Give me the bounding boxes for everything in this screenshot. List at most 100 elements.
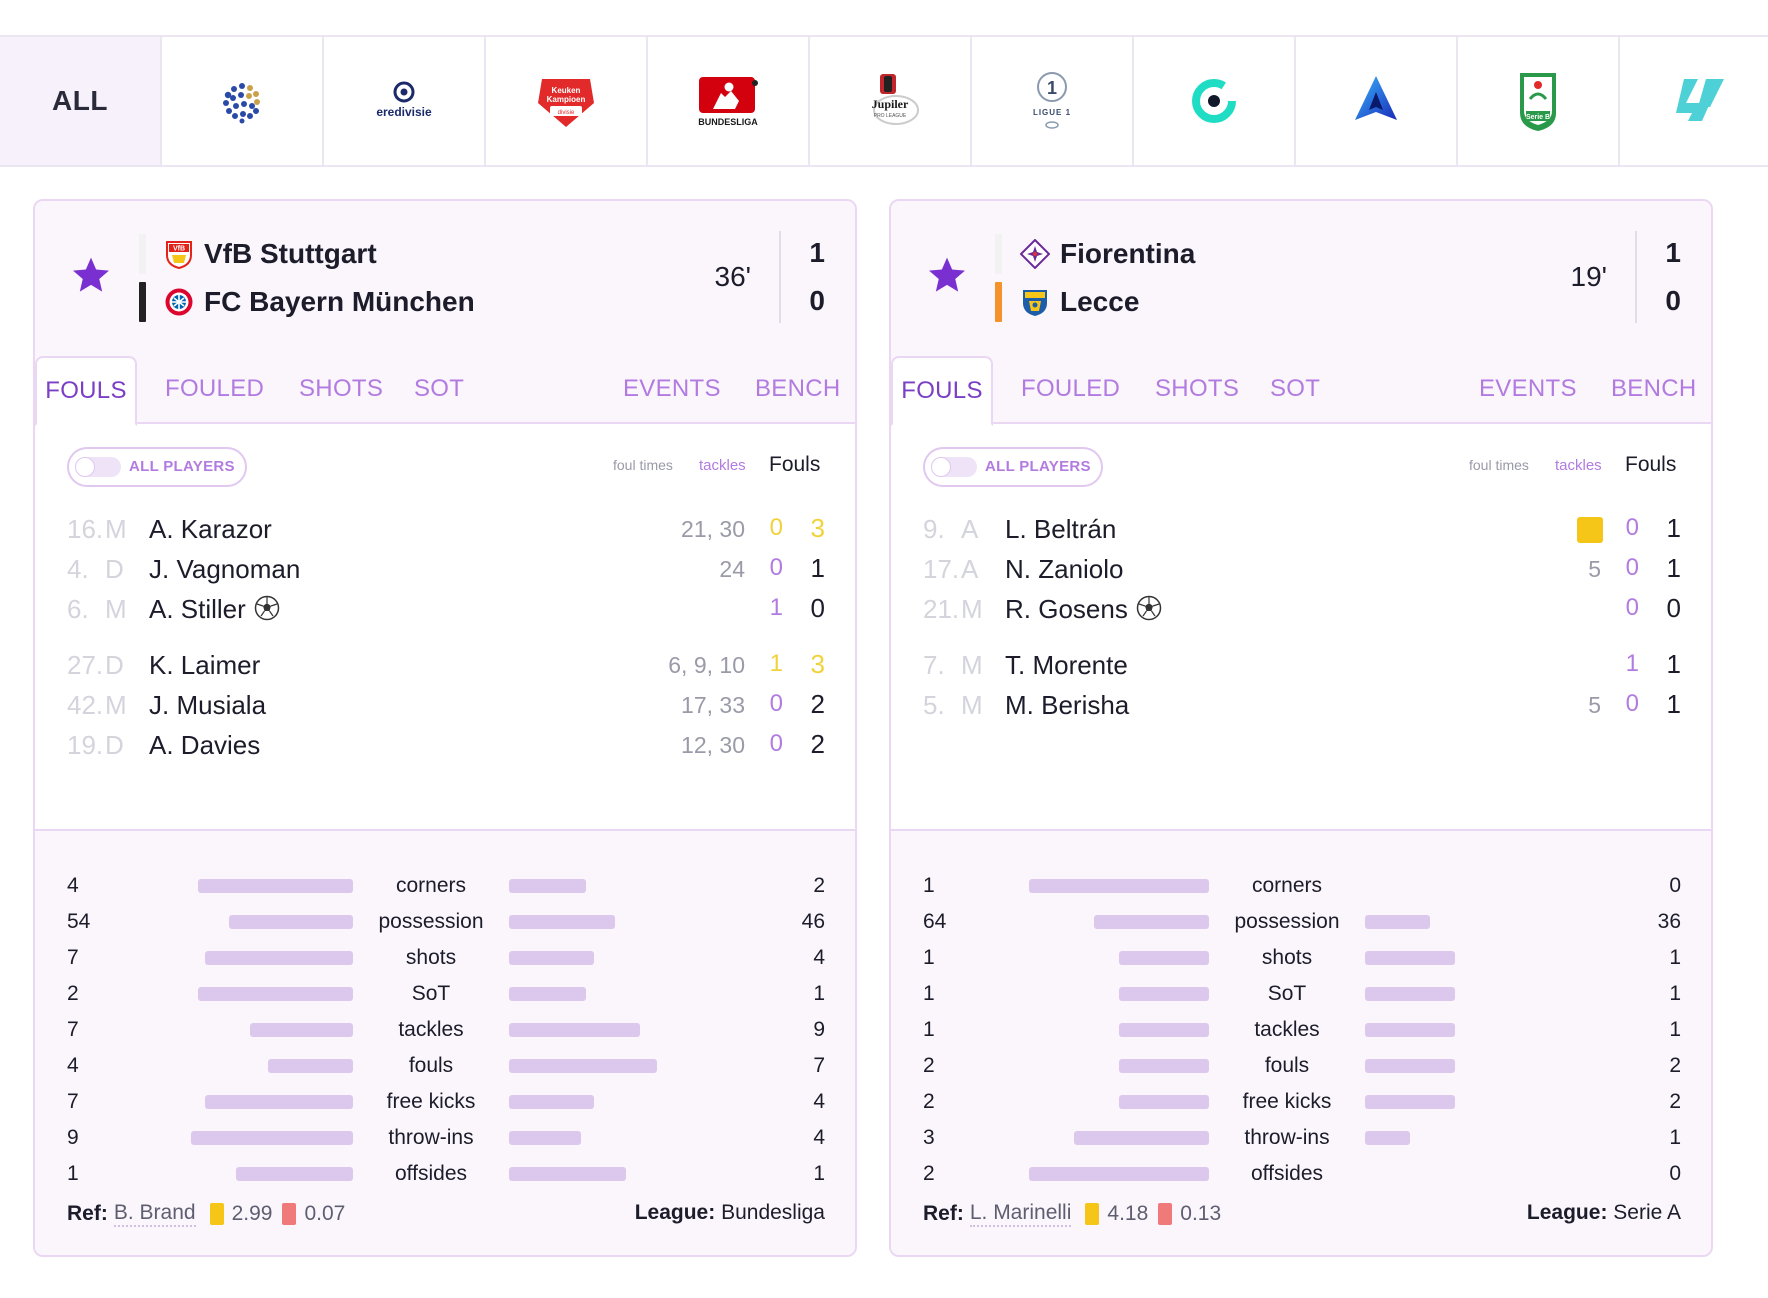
home-team[interactable]: VfB VfB Stuttgart <box>139 234 377 274</box>
player-row[interactable]: 7. M T. Morente 1 1 <box>891 644 1711 684</box>
league-name: Bundesliga <box>721 1201 825 1224</box>
tab-sot[interactable]: SOT <box>1270 375 1321 402</box>
league-filter-ligue1[interactable]: 1 LIGUE 1 <box>972 37 1134 165</box>
league-filter-serie-b[interactable]: Serie B <box>1458 37 1620 165</box>
stat-home-value: 1 <box>67 1162 79 1185</box>
stat-row: 1 offsides 1 <box>35 1159 855 1189</box>
tab-shots[interactable]: SHOTS <box>299 375 384 402</box>
league-filter-keuken-kampioen[interactable]: Keuken Kampioen divisie <box>486 37 648 165</box>
stat-home-bar <box>198 987 353 1001</box>
player-row[interactable]: 17. A N. Zaniolo 5 0 1 <box>891 548 1711 588</box>
league-name: Serie A <box>1613 1201 1681 1224</box>
stat-row: 2 free kicks 2 <box>891 1087 1711 1117</box>
stat-away-value: 7 <box>813 1054 825 1077</box>
stat-row: 64 possession 36 <box>891 907 1711 937</box>
player-row[interactable]: 5. M M. Berisha 5 0 1 <box>891 684 1711 724</box>
tab-shots[interactable]: SHOTS <box>1155 375 1240 402</box>
tab-sot[interactable]: SOT <box>414 375 465 402</box>
match-header: VfB VfB Stuttgart FC Bayern München 36' … <box>35 201 855 356</box>
tab-fouls[interactable]: FOULS <box>891 356 993 426</box>
player-row[interactable]: 42. M J. Musiala 17, 33 0 2 <box>35 684 855 724</box>
player-row[interactable]: 16. M A. Karazor 21, 30 0 3 <box>35 508 855 548</box>
away-team[interactable]: FC Bayern München <box>139 282 475 322</box>
stat-label: possession <box>378 910 484 933</box>
col-header-tackles[interactable]: tackles <box>1555 457 1602 474</box>
stat-home-value: 1 <box>923 982 935 1005</box>
tab-fouls[interactable]: FOULS <box>35 356 137 426</box>
stat-away-value: 2 <box>1669 1054 1681 1077</box>
referee-name[interactable]: B. Brand <box>113 1201 196 1227</box>
stat-row: 54 possession 46 <box>35 907 855 937</box>
stat-home-bar <box>268 1059 353 1073</box>
tab-fouled[interactable]: FOULED <box>1021 375 1121 402</box>
tab-events[interactable]: EVENTS <box>623 375 721 402</box>
stat-home-value: 4 <box>67 1054 79 1077</box>
liga-portugal-icon <box>1192 79 1236 123</box>
favorite-star-icon[interactable] <box>925 253 969 297</box>
referee-name[interactable]: L. Marinelli <box>969 1201 1072 1227</box>
home-score: 1 <box>809 237 825 268</box>
serie-b-icon: Serie B <box>1520 73 1556 131</box>
home-team[interactable]: Fiorentina <box>995 234 1195 274</box>
league-filter-bundesliga[interactable]: BUNDESLIGA <box>648 37 810 165</box>
stat-label: possession <box>1234 910 1340 933</box>
fouls-count: 1 <box>1666 689 1681 719</box>
stat-home-value: 7 <box>67 1018 79 1041</box>
favorite-star-icon[interactable] <box>69 253 113 297</box>
stat-away-value: 9 <box>813 1018 825 1041</box>
ligue1-icon: 1 LIGUE 1 <box>1033 72 1070 129</box>
match-card: VfB VfB Stuttgart FC Bayern München 36' … <box>33 199 857 1257</box>
player-number: 5. <box>923 690 945 720</box>
player-row[interactable]: 9. A L. Beltrán 0 1 <box>891 508 1711 548</box>
stat-home-bar <box>1029 1167 1209 1181</box>
stat-label: throw-ins <box>1244 1126 1330 1149</box>
referee-yellow-avg: 2.99 <box>231 1202 273 1225</box>
player-row[interactable]: 19. D A. Davies 12, 30 0 2 <box>35 724 855 764</box>
col-header-tackles[interactable]: tackles <box>699 457 746 474</box>
col-header-foul-times: foul times <box>613 457 673 473</box>
league-filter-all[interactable]: ALL <box>0 37 162 165</box>
stat-away-value: 4 <box>813 1126 825 1149</box>
col-header-fouls[interactable]: Fouls <box>769 453 821 476</box>
player-row[interactable]: 4. D J. Vagnoman 24 0 1 <box>35 548 855 588</box>
tab-events[interactable]: EVENTS <box>1479 375 1577 402</box>
away-team[interactable]: Lecce <box>995 282 1139 322</box>
fouls-count: 0 <box>810 593 825 623</box>
stat-row: 1 SoT 1 <box>891 979 1711 1009</box>
home-team-color-bar <box>995 234 1002 274</box>
tackles-count: 0 <box>1625 594 1639 621</box>
stat-home-bar <box>1074 1131 1209 1145</box>
league-filter-eredivisie[interactable]: eredivisie <box>324 37 486 165</box>
stat-home-bar <box>1119 1059 1209 1073</box>
stat-label: fouls <box>408 1054 454 1077</box>
referee-red-avg: 0.13 <box>1180 1202 1222 1225</box>
tab-fouled[interactable]: FOULED <box>165 375 265 402</box>
fouls-count: 3 <box>810 649 825 679</box>
fouls-count: 2 <box>810 689 825 719</box>
player-position: M <box>961 690 983 720</box>
league-filter-jupiler[interactable]: Jupiler PRO LEAGUE <box>810 37 972 165</box>
all-players-toggle[interactable]: ALL PLAYERS <box>67 447 247 487</box>
league-filter-uefa[interactable] <box>162 37 324 165</box>
player-number: 19. <box>67 730 104 760</box>
player-row[interactable]: 27. D K. Laimer 6, 9, 10 1 3 <box>35 644 855 684</box>
stat-away-bar <box>1365 1131 1410 1145</box>
foul-times: 17, 33 <box>681 692 745 718</box>
league-filter-serie-a[interactable] <box>1296 37 1458 165</box>
home-team-name: VfB Stuttgart <box>204 238 377 269</box>
tab-bench[interactable]: BENCH <box>755 375 841 402</box>
league-filter-laliga[interactable] <box>1620 37 1768 165</box>
player-name-wrap: R. Gosens <box>1005 594 1162 625</box>
jupiler-icon: Jupiler PRO LEAGUE <box>872 74 919 125</box>
player-row[interactable]: 21. M R. Gosens 0 0 <box>891 588 1711 628</box>
league-filter-liga-portugal[interactable] <box>1134 37 1296 165</box>
fouls-count: 1 <box>1666 513 1681 543</box>
player-position: D <box>105 650 124 680</box>
lecce-crest-icon <box>1023 290 1047 316</box>
away-team-color-bar <box>139 282 146 322</box>
stat-home-value: 2 <box>67 982 79 1005</box>
all-players-toggle[interactable]: ALL PLAYERS <box>923 447 1103 487</box>
tab-bench[interactable]: BENCH <box>1611 375 1697 402</box>
col-header-fouls[interactable]: Fouls <box>1625 453 1677 476</box>
player-row[interactable]: 6. M A. Stiller 1 0 <box>35 588 855 628</box>
